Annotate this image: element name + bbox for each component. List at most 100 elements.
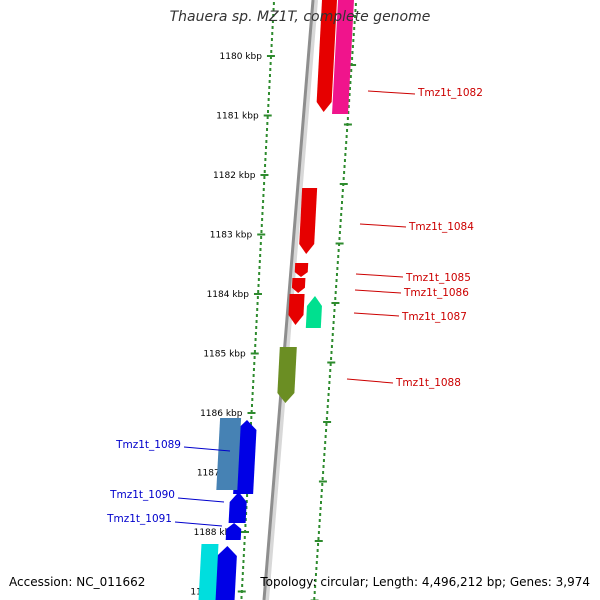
minor-tick — [265, 134, 268, 137]
minor-tick — [354, 15, 357, 18]
minor-tick — [263, 170, 266, 173]
minor-tick — [241, 584, 244, 587]
major-tick — [241, 531, 250, 533]
minor-tick — [262, 194, 265, 197]
minor-tick — [259, 242, 262, 245]
gene-feature-arrow — [228, 492, 247, 523]
minor-tick — [270, 44, 273, 47]
gene-callout-line — [359, 223, 407, 228]
minor-tick — [334, 297, 337, 300]
gene-label: Tmz1t_1090 — [109, 489, 175, 501]
minor-tick — [349, 75, 352, 78]
minor-tick — [250, 416, 253, 419]
gene-label: Tmz1t_1089 — [115, 439, 181, 451]
minor-tick — [326, 411, 329, 414]
minor-tick — [262, 188, 265, 191]
minor-tick — [329, 363, 332, 366]
minor-tick — [251, 398, 254, 401]
minor-tick — [330, 351, 333, 354]
minor-tick — [268, 74, 271, 77]
minor-tick — [330, 357, 333, 360]
minor-tick — [346, 117, 349, 120]
minor-tick — [316, 555, 319, 558]
genome-summary-text: Topology: circular; Length: 4,496,212 bp… — [260, 575, 590, 589]
minor-tick — [331, 339, 334, 342]
minor-tick — [354, 9, 357, 12]
minor-tick — [254, 338, 257, 341]
minor-tick — [267, 92, 270, 95]
minor-tick — [258, 272, 261, 275]
gene-feature-block — [216, 418, 242, 490]
minor-tick — [268, 86, 271, 89]
major-tick — [250, 352, 259, 355]
gene-feature-arrow — [277, 347, 297, 403]
minor-tick — [261, 206, 264, 209]
minor-tick — [340, 213, 343, 216]
major-tick — [335, 242, 344, 245]
gene-feature-arrow — [288, 294, 305, 325]
kbp-tick-label: 1180 kbp — [220, 52, 263, 62]
minor-tick — [269, 62, 272, 65]
minor-tick — [339, 219, 342, 222]
minor-tick — [343, 159, 346, 162]
minor-tick — [321, 483, 324, 486]
major-tick — [327, 361, 336, 364]
minor-tick — [341, 189, 344, 192]
minor-tick — [243, 542, 246, 545]
gene-callout-line — [355, 273, 404, 278]
gene-label: Tmz1t_1085 — [405, 272, 471, 284]
minor-tick — [258, 260, 261, 263]
minor-tick — [313, 597, 316, 600]
gene-callout-line — [174, 521, 223, 527]
major-tick — [343, 123, 352, 126]
minor-tick — [322, 465, 325, 468]
minor-tick — [352, 33, 355, 36]
minor-tick — [242, 566, 245, 569]
minor-tick — [354, 3, 357, 6]
minor-tick — [245, 512, 248, 515]
gene-label: Tmz1t_1084 — [408, 221, 474, 233]
minor-tick — [264, 164, 267, 167]
minor-tick — [334, 291, 337, 294]
minor-tick — [351, 51, 354, 54]
minor-tick — [327, 399, 330, 402]
minor-tick — [245, 500, 248, 503]
minor-tick — [250, 410, 253, 413]
major-tick — [339, 183, 348, 185]
minor-tick — [345, 141, 348, 144]
minor-tick — [336, 261, 339, 264]
minor-tick — [260, 236, 263, 239]
minor-tick — [329, 369, 332, 372]
minor-tick — [266, 122, 269, 125]
minor-tick — [336, 267, 339, 270]
minor-tick — [317, 543, 320, 546]
minor-tick — [342, 177, 345, 180]
minor-tick — [318, 519, 321, 522]
minor-tick — [327, 387, 330, 390]
minor-tick — [251, 386, 254, 389]
minor-tick — [351, 57, 354, 60]
gene-label: Tmz1t_1091 — [106, 513, 172, 525]
minor-tick — [269, 68, 272, 71]
minor-tick — [260, 224, 263, 227]
minor-tick — [267, 98, 270, 101]
minor-tick — [261, 212, 264, 215]
minor-tick — [256, 302, 259, 305]
minor-tick — [272, 14, 275, 17]
major-tick — [253, 293, 262, 295]
minor-tick — [313, 591, 316, 594]
minor-tick — [325, 417, 328, 420]
minor-tick — [347, 105, 350, 108]
minor-tick — [315, 567, 318, 570]
backbone-line — [262, 0, 315, 600]
minor-tick — [253, 356, 256, 359]
minor-tick — [345, 135, 348, 138]
minor-tick — [340, 207, 343, 210]
minor-tick — [316, 549, 319, 552]
kbp-tick-label: 1188 kbp — [194, 528, 237, 538]
gene-callouts: Tmz1t_1082 Tmz1t_1084 Tmz1t_1085 Tmz1t_1086… — [106, 87, 483, 527]
minor-tick — [271, 20, 274, 23]
minor-tick — [242, 554, 245, 557]
gene-label: Tmz1t_1086 — [403, 287, 469, 299]
minor-tick — [322, 459, 325, 462]
